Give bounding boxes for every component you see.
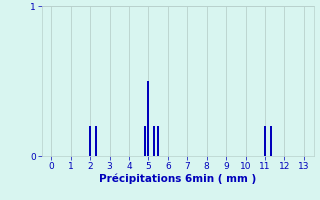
Bar [157, 126, 159, 156]
Bar [148, 81, 149, 156]
Bar [95, 126, 97, 156]
Bar [270, 126, 272, 156]
X-axis label: Précipitations 6min ( mm ): Précipitations 6min ( mm ) [99, 173, 256, 184]
Bar [144, 126, 146, 156]
Bar [264, 126, 266, 156]
Bar [89, 126, 91, 156]
Bar [153, 126, 155, 156]
